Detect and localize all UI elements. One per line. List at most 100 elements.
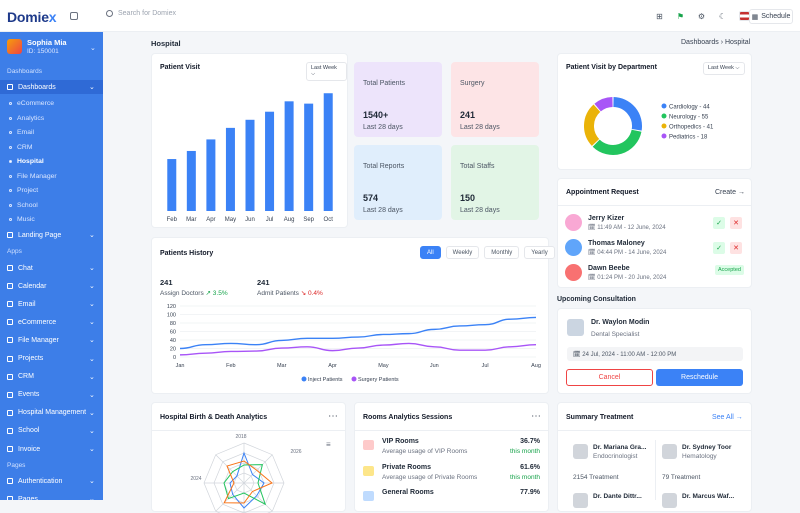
bullet-icon <box>9 116 12 120</box>
dark-mode-icon[interactable]: ☾ <box>718 11 727 21</box>
patients-history-card: Patients History 241 Assign Doctors ↗ 3.… <box>151 237 549 394</box>
chevron-down-icon: ⌄ <box>89 391 95 399</box>
user-profile[interactable]: Sophia Mia ID: 150001 <box>7 38 67 55</box>
doctor-card[interactable]: Dr. Dante Dittr... <box>573 493 642 508</box>
admit-patients-value: 241 <box>257 278 270 287</box>
appointment-time: 🗓 11:49 AM - 12 June, 2024 <box>588 224 666 231</box>
sidebar-subitem-label: School <box>17 201 38 209</box>
accept-icon[interactable]: ✓ <box>713 242 725 254</box>
consultation-heading: Upcoming Consultation <box>557 296 636 303</box>
sidebar-item-label: File Manager <box>18 336 59 344</box>
reschedule-button[interactable]: Reschedule <box>656 369 743 386</box>
sidebar-item-email[interactable]: Email ⌄ <box>0 297 103 311</box>
avatar <box>7 39 22 54</box>
admit-patients-label: Admit Patients <box>257 290 299 297</box>
more-options-icon[interactable]: ⋯ <box>328 411 338 422</box>
bullet-icon <box>9 145 12 149</box>
invoice-icon <box>7 446 13 452</box>
sidebar-item-invoice[interactable]: Invoice ⌄ <box>0 442 103 456</box>
chevron-down-icon[interactable]: ⌄ <box>90 45 96 52</box>
sidebar-item-projects[interactable]: Projects ⌄ <box>0 352 103 366</box>
sidebar-subitem-email[interactable]: Email <box>0 126 103 139</box>
create-appointment-link[interactable]: Create → <box>715 189 745 196</box>
room-desc: Average usage of Private Rooms <box>382 473 478 481</box>
search-input[interactable]: Search for Domiex <box>106 10 176 17</box>
sidebar-item-label: Chat <box>18 264 33 272</box>
doctor-name: Dr. Waylon Modin <box>591 319 650 326</box>
notification-icon[interactable]: ⚑ <box>676 11 685 21</box>
stat-subtitle: Last 28 days <box>363 207 403 214</box>
sidebar-item-file-manager[interactable]: File Manager ⌄ <box>0 333 103 347</box>
more-options-icon[interactable]: ⋯ <box>531 411 541 422</box>
logo[interactable]: Domiex <box>7 9 57 25</box>
consultation-time: 🗓 24 Jul, 2024 - 11:00 AM - 12:00 PM <box>567 347 743 361</box>
sidebar-item-authentication[interactable]: Authentication ⌄ <box>0 474 103 488</box>
radar-grid <box>213 452 275 513</box>
sidebar-item-calendar[interactable]: Calendar ⌄ <box>0 279 103 293</box>
tab-monthly[interactable]: Monthly <box>484 246 520 259</box>
sidebar-subitem-ecommerce[interactable]: eCommerce <box>0 97 103 110</box>
x-tick-label: Jul <box>482 363 489 369</box>
sidebar-subitem-school[interactable]: School <box>0 199 103 212</box>
doctor-card[interactable]: Dr. Mariana Gra... Endocrinologist 2154 Tr… <box>573 444 646 481</box>
sidebar-subitem-project[interactable]: Project <box>0 184 103 197</box>
bullet-icon <box>9 189 12 192</box>
period-dropdown[interactable]: Last Week ⌵ <box>703 62 745 75</box>
tab-weekly[interactable]: Weekly <box>445 246 480 259</box>
sidebar-item-hospital-management[interactable]: Hospital Management ⌄ <box>0 406 103 420</box>
x-tick-label: Feb <box>167 217 178 223</box>
department-donut-chart: Cardiology - 44 Neurology - 55 Orthopedics… <box>584 97 714 155</box>
sidebar-subitem-hospital[interactable]: Hospital <box>0 155 103 168</box>
x-tick-label: Feb <box>226 363 235 369</box>
stat-value: 150 <box>460 193 476 203</box>
schedule-button[interactable]: ▦ Schedule <box>749 9 793 24</box>
appointment-item[interactable]: Thomas Maloney 🗓 04:44 PM - 14 June, 2024 <box>565 239 666 256</box>
radar-label: 2024 <box>190 476 201 482</box>
sidebar-item-ecommerce[interactable]: eCommerce ⌄ <box>0 315 103 329</box>
chart-menu-icon[interactable]: ≡ <box>326 440 331 449</box>
accept-icon[interactable]: ✓ <box>713 217 725 229</box>
sidebar-item-events[interactable]: Events ⌄ <box>0 388 103 402</box>
sidebar-item-pages[interactable]: Pages ⌄ <box>0 492 103 500</box>
crm-icon <box>7 373 13 380</box>
apps-grid-icon[interactable]: ⊞ <box>656 11 663 21</box>
tab-yearly[interactable]: Yearly <box>524 246 555 259</box>
sidebar-subitem-crm[interactable]: CRM <box>0 141 103 154</box>
x-tick-label: Sep <box>303 217 314 223</box>
sidebar-subitem-analytics[interactable]: Analytics <box>0 112 103 125</box>
sidebar-item-crm[interactable]: CRM ⌄ <box>0 370 103 384</box>
sidebar-item-dashboards[interactable]: Dashboards ⌄ <box>0 80 103 94</box>
sidebar-subitem-file-manager[interactable]: File Manager <box>0 170 103 183</box>
doctor-info: Dr. Dante Dittr... <box>593 493 642 508</box>
doctor-name: Dr. Marcus Waf... <box>682 493 735 500</box>
sidebar-item-school[interactable]: School ⌄ <box>0 424 103 438</box>
appointment-time: 🗓 04:44 PM - 14 June, 2024 <box>588 249 667 256</box>
appointment-item[interactable]: Jerry Kizer 🗓 11:49 AM - 12 June, 2024 <box>565 214 666 231</box>
sidebar-item-chat[interactable]: Chat ⌄ <box>0 261 103 275</box>
cancel-button[interactable]: Cancel <box>566 369 653 386</box>
sidebar-toggle-icon[interactable] <box>70 12 78 20</box>
legend-label: Inject Patients <box>308 377 343 383</box>
logo-text: Domie <box>7 9 49 25</box>
room-name: VIP Rooms <box>382 438 419 445</box>
school-icon <box>7 427 13 434</box>
avatar <box>567 319 584 336</box>
period-dropdown[interactable]: Last Week ⌵ <box>306 62 347 81</box>
breadcrumb[interactable]: Dashboards › Hospital <box>681 39 751 46</box>
tab-all[interactable]: All <box>420 246 441 259</box>
patient-name: Thomas Maloney <box>588 239 645 247</box>
admit-patients-change: ↘ 0.4% <box>300 290 323 297</box>
appointment-item[interactable]: Dawn Beebe 🗓 01:24 PM - 20 June, 2024 <box>565 264 666 281</box>
birth-death-card: Hospital Birth & Death Analytics ⋯ 2018 2… <box>151 402 346 513</box>
sidebar-item-landing-page[interactable]: Landing Page ⌄ <box>0 228 103 242</box>
see-all-link[interactable]: See All → <box>712 414 743 421</box>
doctor-card[interactable]: Dr. Marcus Waf... <box>662 493 734 508</box>
reject-icon[interactable]: ✕ <box>730 217 742 229</box>
reject-icon[interactable]: ✕ <box>730 242 742 254</box>
doctor-name: Dr. Sydney Toor <box>682 444 732 451</box>
stat-card-total-staffs: Total Staffs 150 Last 28 days <box>451 145 539 220</box>
sidebar-subitem-music[interactable]: Music <box>0 213 103 226</box>
avatar <box>573 444 588 459</box>
doctor-card[interactable]: Dr. Sydney Toor Hematology 79 Treatment <box>662 444 732 481</box>
settings-gear-icon[interactable]: ⚙ <box>697 11 706 21</box>
